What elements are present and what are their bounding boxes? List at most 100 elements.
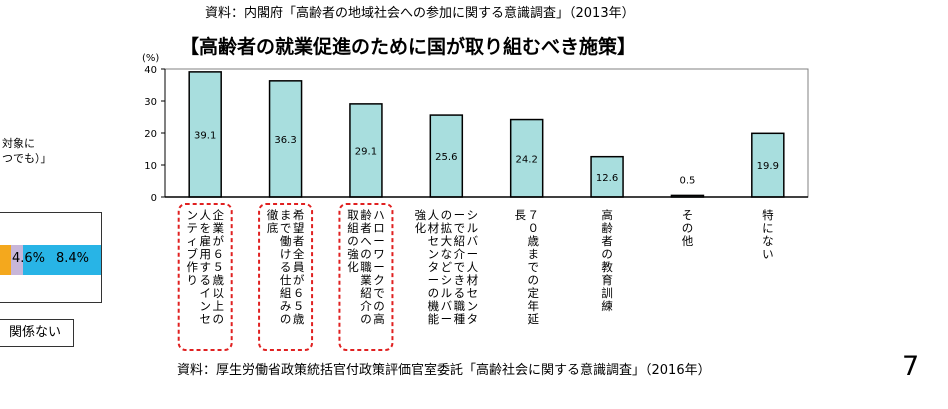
bar-segment-label: 4.6% [12, 251, 46, 266]
left-legend-item: 関係ない [0, 319, 74, 347]
page-number: 7 [902, 351, 920, 382]
category-label-char: 組 [280, 286, 292, 300]
category-label-char: 以 [212, 286, 224, 300]
category-label-char: ワ [373, 247, 385, 261]
category-label-char: 全 [293, 247, 305, 261]
category-label-char: 企 [212, 208, 224, 222]
category-label-char: 人 [467, 260, 479, 274]
category-label-char: シ [467, 208, 479, 222]
category-label-char: 希 [293, 208, 305, 222]
category-label-char: い [762, 247, 774, 261]
category-label-char: の [373, 299, 385, 313]
category-label-char: 介 [360, 299, 372, 313]
category-label-char: 望 [293, 221, 305, 235]
category-label-char: ５ [212, 260, 224, 274]
category-label-char: ー [373, 234, 385, 248]
category-label-char: 育 [601, 273, 613, 287]
category-label-char: 上 [212, 299, 224, 313]
category-label-char: 介 [454, 247, 466, 261]
category-label-char: ど [441, 260, 453, 274]
bar [349, 103, 383, 198]
category-label-char: ィ [186, 234, 198, 248]
category-label-char: の [428, 286, 440, 300]
category-label-char: み [280, 299, 292, 313]
category-label-char: バ [441, 299, 453, 313]
category-label-char: ま [527, 247, 539, 261]
category-label-char: ０ [527, 221, 539, 235]
source-note-top: 資料：内閣府「高齢者の地域社会への参加に関する意識調査」（2013年） [205, 6, 635, 21]
category-label-char: 働 [280, 234, 292, 248]
category-label-char: の [527, 273, 539, 287]
y-tick-label: 30 [144, 97, 157, 108]
category-label-char: 長 [514, 208, 526, 222]
category-label-char: き [454, 273, 466, 287]
category-label-char: セ [428, 234, 440, 248]
chart-title: 【高齢者の就業促進のために国が取り組むべき施策】 [180, 36, 637, 58]
bar [590, 155, 624, 198]
category-label-char: り [186, 273, 198, 287]
bar-segment-label: 8.4% [56, 251, 90, 266]
category-label-char: 仕 [280, 273, 292, 287]
category-label-char: 者 [601, 234, 613, 248]
category-label-char: で [373, 286, 385, 300]
category-label-char: な [762, 234, 774, 248]
category-label-char: 底 [267, 221, 279, 235]
category-label-char: ５ [293, 299, 305, 313]
category-label-char: の [360, 247, 372, 261]
category-label-char: を [199, 221, 211, 235]
bar-value-label: 12.6 [596, 173, 618, 184]
category-label-char: 種 [454, 312, 466, 326]
category-label-char: 特 [762, 208, 774, 222]
category-label-char: 紹 [360, 286, 372, 300]
bar-value-label: 36.3 [274, 135, 296, 146]
y-tick-label: 20 [144, 129, 157, 140]
category-label-char: の [347, 234, 359, 248]
category-label-char: で [454, 260, 466, 274]
category-label-char: バ [467, 234, 479, 248]
category-label-char: ハ [373, 208, 385, 222]
category-label-char: 歳 [212, 273, 224, 287]
category-label-char: 齢 [360, 208, 372, 222]
category-label-char: 延 [527, 312, 539, 326]
category-label-char: が [293, 273, 305, 287]
category-label-char: る [199, 273, 211, 287]
category-label-char: 強 [347, 247, 359, 261]
left-fragment-line2: つでも）」 [2, 152, 52, 165]
category-label-char: ン [199, 299, 211, 313]
category-label-char: ン [467, 299, 479, 313]
bar-value-label: 0.5 [679, 175, 695, 186]
category-label-char: 他 [682, 234, 694, 248]
category-label-char: ー [441, 312, 453, 326]
category-label-char: ６ [293, 286, 305, 300]
bar-value-label: 29.1 [355, 146, 377, 157]
bar-segment-lavender [11, 245, 23, 275]
category-label-char: 齢 [601, 221, 613, 235]
category-label-char: 拡 [441, 221, 453, 235]
category-label-char: の [212, 312, 224, 326]
category-label-char: 雇 [199, 234, 211, 248]
category-label-char: 員 [293, 260, 305, 274]
category-label-char: 材 [467, 273, 479, 287]
category-label-char: で [280, 221, 292, 235]
category-label-char: で [454, 221, 466, 235]
category-label-char: ク [373, 273, 385, 287]
category-label-char: が [212, 234, 224, 248]
bar-value-label: 19.9 [757, 161, 779, 172]
highlight-frame [338, 203, 394, 351]
category-label-char: ロ [373, 221, 385, 235]
category-label-char: の [280, 312, 292, 326]
source-note-bottom: 資料：厚生労働省政策統括官付政策評価官室委託「高齢社会に関する意識調査」（201… [177, 363, 711, 378]
category-label-char: 化 [415, 221, 427, 235]
category-label-char: 定 [527, 286, 539, 300]
category-label-char: 紹 [454, 234, 466, 248]
category-label-char: 取 [347, 208, 359, 222]
category-label-char: る [454, 286, 466, 300]
left-stacked-bar-frame: 4.6% 8.4% [0, 212, 102, 303]
category-label-char: 強 [415, 208, 427, 222]
category-label-char: ま [280, 208, 292, 222]
category-label-char: ブ [186, 247, 198, 261]
category-label-char: 組 [347, 221, 359, 235]
bar [268, 80, 303, 198]
bar-value-label: 39.1 [194, 130, 216, 141]
category-label-char: 用 [199, 247, 211, 261]
